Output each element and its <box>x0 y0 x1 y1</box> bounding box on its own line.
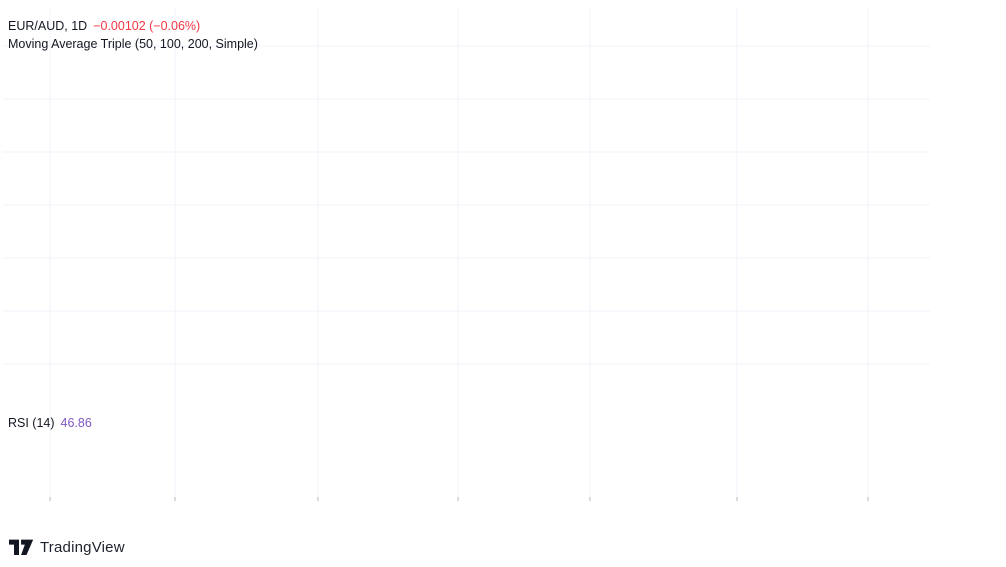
change-value: −0.00102 (−0.06%) <box>93 19 201 33</box>
tradingview-watermark[interactable]: TradingView <box>9 539 125 556</box>
rsi-study-title: RSI (14) <box>8 416 55 430</box>
rsi-current-value: 46.86 <box>60 416 92 430</box>
symbol-legend[interactable]: EUR/AUD, 1D −0.00102 (−0.06%) <box>8 19 206 33</box>
watermark-text: TradingView <box>40 539 125 556</box>
tradingview-logo-icon <box>9 539 34 555</box>
ma-study-title: Moving Average Triple (50, 100, 200, Sim… <box>8 37 258 51</box>
ma-legend[interactable]: Moving Average Triple (50, 100, 200, Sim… <box>8 37 264 51</box>
symbol-title: EUR/AUD, 1D <box>8 19 88 33</box>
rsi-legend[interactable]: RSI (14) 46.86 <box>8 416 92 430</box>
